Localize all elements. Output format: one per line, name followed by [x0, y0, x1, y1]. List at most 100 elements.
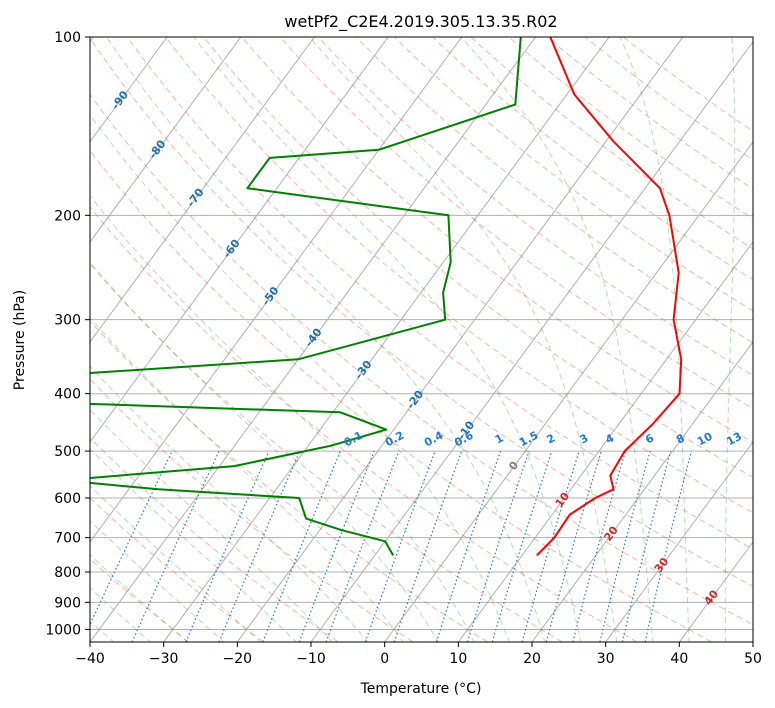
temperature-profile: [536, 37, 683, 557]
isotherm-line: [531, 341, 753, 642]
y-axis-label: Pressure (hPa): [12, 290, 28, 390]
dry-adiabat: [623, 37, 753, 132]
isotherm-line: [236, 37, 684, 642]
x-tick-label: 20: [523, 651, 541, 667]
mixing-ratio-label: 0.1: [342, 429, 365, 450]
isotherm-line: [384, 140, 753, 642]
mixing-ratio-line: [325, 450, 400, 642]
y-tick-label: 200: [54, 208, 81, 224]
isotherm-label: -100: [62, 46, 89, 76]
dry-adiabat: [546, 37, 753, 190]
isotherm-line: [457, 241, 753, 642]
dry-adiabat: [165, 37, 753, 514]
x-tick-label: −40: [75, 651, 105, 667]
dry-adiabat: [432, 37, 753, 281]
isotherm-label: -30: [352, 358, 375, 382]
dry-adiabat: [90, 437, 339, 642]
moist-adiabat: [90, 261, 440, 642]
y-tick-label: 800: [54, 565, 81, 581]
dry-adiabat: [90, 263, 563, 642]
mixing-ratio-label: 4: [603, 431, 616, 446]
mixing-ratio-line: [521, 450, 580, 642]
dry-adiabat: [90, 378, 414, 642]
dry-adiabat: [241, 37, 753, 444]
isotherm-line: [90, 37, 536, 642]
dewpoint-profile: [90, 37, 522, 556]
dry-adiabat: [126, 37, 753, 550]
x-tick-label: 0: [380, 651, 389, 667]
isopleth-layer: [90, 37, 753, 642]
dry-adiabat: [90, 320, 488, 642]
x-tick-label: 40: [670, 651, 688, 667]
mixing-ratio-line: [393, 450, 463, 642]
mixing-ratio-label: 16: [753, 430, 773, 449]
isotherm-line: [90, 37, 463, 543]
x-tick-label: 10: [449, 651, 467, 667]
x-axis-label: Temperature (°C): [360, 681, 482, 697]
mixing-ratio-line: [262, 450, 341, 642]
y-tick-label: 500: [54, 444, 81, 460]
mixing-ratio-line: [491, 450, 553, 642]
isotherm-label: -70: [184, 186, 207, 210]
isotherm-line: [163, 37, 610, 642]
mixing-ratio-label: 13: [724, 430, 744, 449]
isotherm-label: -60: [220, 237, 243, 261]
moist-adiabat: [106, 37, 546, 642]
x-tick-label: 50: [744, 651, 762, 667]
moist-adiabat: [308, 37, 618, 642]
y-tick-label: 300: [54, 313, 81, 329]
dry-adiabat: [90, 497, 264, 642]
mixing-ratio-line: [364, 450, 436, 642]
isotherm-label: -20: [404, 388, 427, 412]
dry-adiabat: [317, 37, 753, 376]
isotherm-label: 40: [702, 587, 722, 607]
moist-adiabat: [90, 365, 369, 642]
mixing-ratio-label: 2: [544, 431, 557, 446]
mixing-ratio-label: 0.2: [383, 429, 406, 450]
moist-adiabat: [90, 554, 189, 642]
mixing-ratio-line: [545, 450, 602, 642]
y-tick-label: 700: [54, 531, 81, 547]
isotherm-label: -80: [146, 137, 169, 161]
y-tick-label: 100: [54, 30, 81, 46]
y-tick-label: 600: [54, 491, 81, 507]
mixing-ratio-line: [572, 450, 627, 642]
isotherm-label: 10: [553, 490, 573, 510]
moist-adiabat: [193, 37, 582, 642]
moist-adiabat: [90, 520, 225, 642]
y-tick-label: 900: [54, 595, 81, 611]
mixing-ratio-line: [599, 450, 651, 642]
mixing-ratio-line: [644, 450, 693, 642]
dry-adiabat: [470, 37, 753, 250]
mixing-ratio-line: [131, 450, 220, 642]
isotherm-line: [605, 441, 753, 642]
x-tick-label: −10: [296, 651, 326, 667]
mixing-ratio-label: 10: [695, 430, 715, 449]
moist-adiabat: [90, 408, 333, 642]
y-axis-ticks: 100 200 300 400 500 600 700 800 900 1000: [45, 30, 90, 638]
moist-adiabat: [90, 317, 404, 642]
dry-adiabat: [90, 149, 712, 642]
isotherm-line: [90, 37, 242, 243]
x-tick-label: 30: [597, 651, 615, 667]
mixing-ratio-line: [466, 450, 530, 642]
mixing-ratio-line: [185, 450, 270, 642]
isotherm-line: [678, 541, 753, 642]
mixing-ratio-label: 3: [578, 431, 591, 446]
grid-layer: [90, 37, 753, 642]
mixing-ratio-label: 1.5: [517, 429, 540, 450]
isotherm-label: -40: [302, 325, 325, 349]
moist-adiabat: [90, 485, 261, 642]
mixing-ratio-label: 6: [643, 431, 656, 446]
isotherm-line: [90, 37, 389, 443]
y-tick-label: 400: [54, 387, 81, 403]
moist-adiabat: [90, 587, 152, 642]
y-tick-label: 1000: [45, 622, 81, 638]
mixing-ratio-label: 1: [493, 431, 506, 446]
chart-title: wetPf2_C2E4.2019.305.13.35.R02: [284, 12, 557, 32]
dry-adiabat: [203, 37, 753, 478]
dry-adiabat: [279, 37, 753, 410]
moist-adiabat: [90, 113, 510, 642]
isotherm-line: [752, 641, 753, 642]
